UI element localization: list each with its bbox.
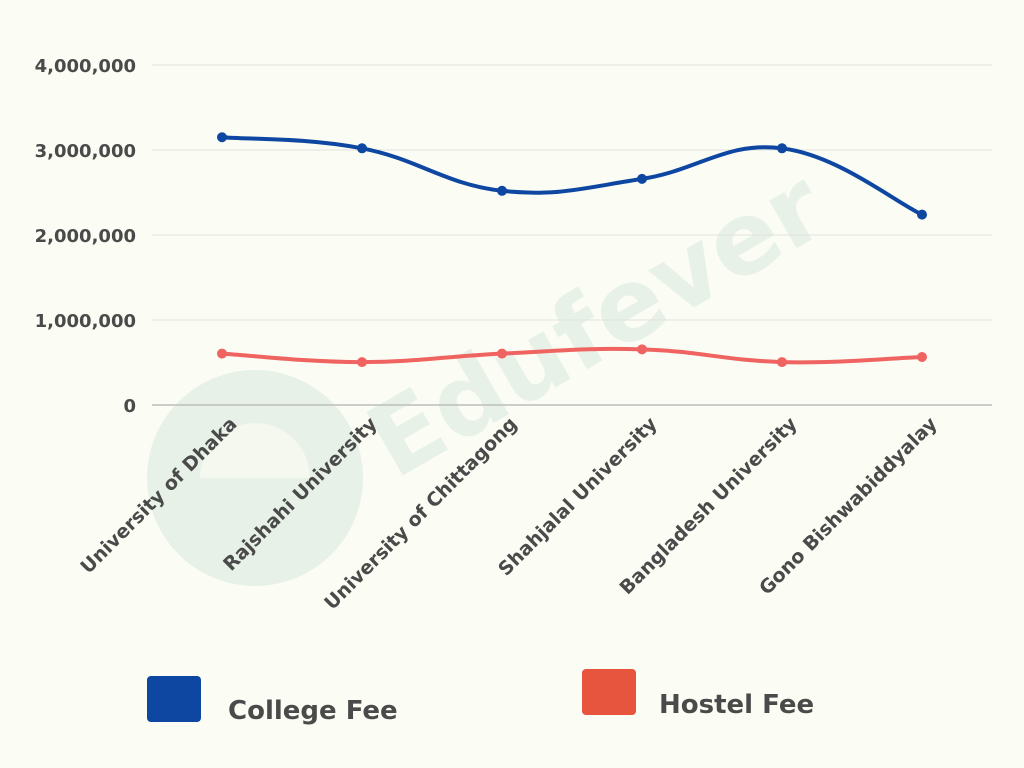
data-point xyxy=(217,132,227,143)
legend-swatch xyxy=(147,676,201,722)
series-college-fee xyxy=(217,132,927,220)
y-tick-label: 0 xyxy=(123,396,136,417)
grid-lines xyxy=(152,64,992,321)
watermark: Edufever xyxy=(147,147,845,586)
edufever-logo-mark xyxy=(200,423,310,478)
data-point xyxy=(917,351,927,362)
series-line xyxy=(220,135,924,217)
data-point xyxy=(637,344,647,355)
data-point xyxy=(497,185,507,196)
y-tick-label: 2,000,000 xyxy=(35,226,136,247)
data-point xyxy=(637,173,647,184)
data-point xyxy=(357,143,367,154)
data-point xyxy=(917,209,927,220)
legend: College Fee Hostel Fee xyxy=(147,669,814,726)
x-tick-label: Shahjalal University xyxy=(494,413,662,581)
axes: 0 1,000,000 2,000,000 3,000,000 4,000,000 xyxy=(35,56,992,417)
data-point xyxy=(777,143,787,154)
legend-item: Hostel Fee xyxy=(582,669,814,720)
y-tick-label: 1,000,000 xyxy=(35,311,136,332)
y-tick-label: 3,000,000 xyxy=(35,141,136,162)
legend-label: Hostel Fee xyxy=(659,690,814,720)
legend-label: College Fee xyxy=(228,696,398,726)
legend-swatch xyxy=(582,669,636,715)
series-hostel-fee xyxy=(217,344,927,368)
data-point xyxy=(357,357,367,368)
data-point xyxy=(217,348,227,359)
y-tick-label: 4,000,000 xyxy=(35,56,136,77)
data-point xyxy=(497,348,507,359)
series-line xyxy=(220,346,924,365)
legend-item: College Fee xyxy=(147,676,398,726)
data-point xyxy=(777,357,787,368)
series-layer xyxy=(217,132,927,368)
